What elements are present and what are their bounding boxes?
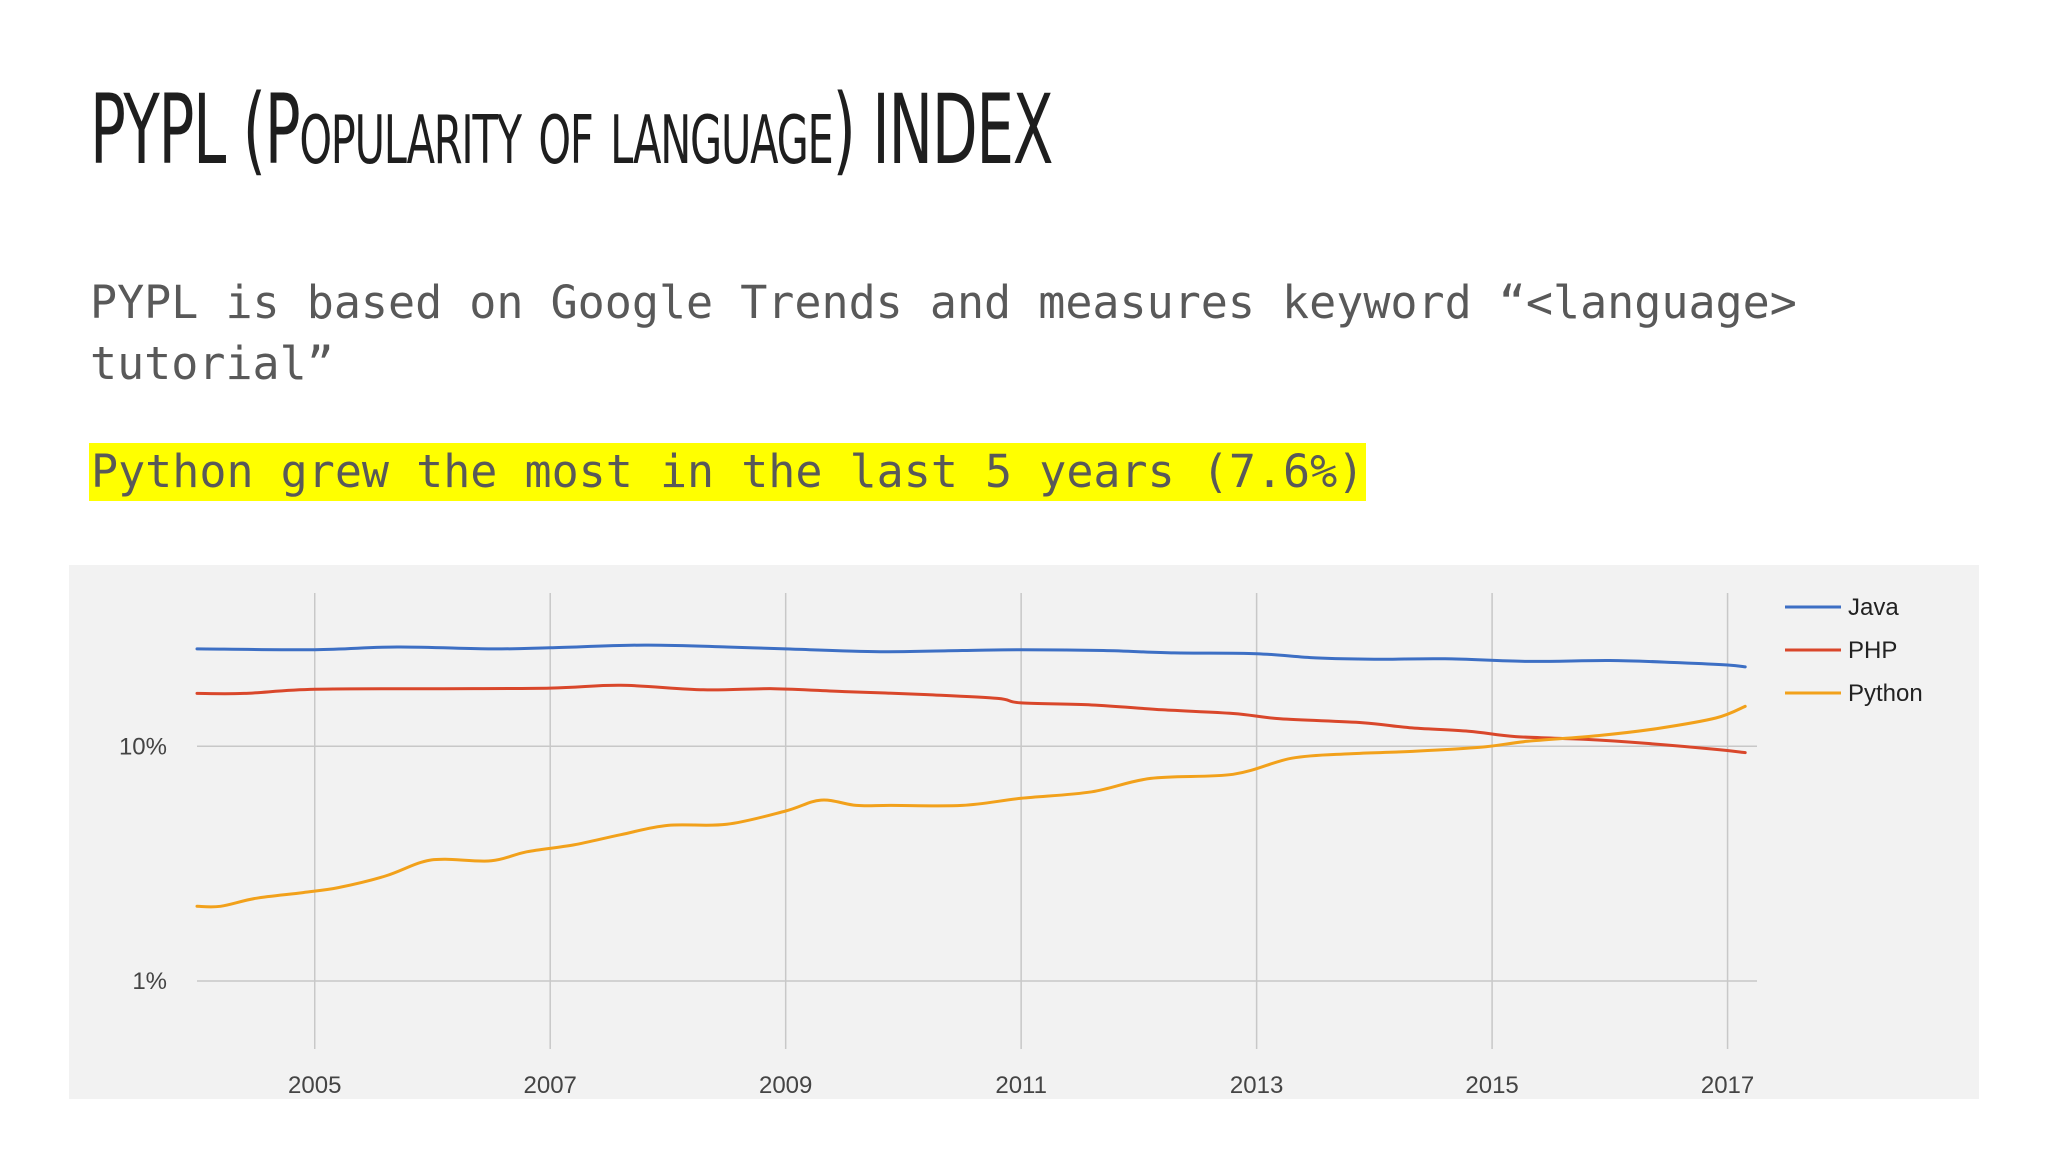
x-tick-label: 2007 — [524, 1072, 577, 1099]
legend-label-php: PHP — [1848, 637, 1897, 664]
series-line-php — [195, 683, 1747, 755]
highlight-text: Python grew the most in the last 5 years… — [89, 443, 1367, 501]
chart-panel: 2005 2007 2009 2011 2013 2015 2017 10% 1% Java PH… — [69, 565, 1979, 1099]
series-line-java — [195, 643, 1747, 669]
y-tick-label: 10% — [119, 733, 167, 760]
x-tick-label: 2015 — [1465, 1072, 1518, 1099]
x-tick-label: 2011 — [995, 1072, 1047, 1099]
legend-label-java: Java — [1848, 594, 1899, 621]
y-tick-label: 1% — [132, 968, 167, 995]
chart-legend: Java PHP Python — [1785, 594, 1923, 707]
x-tick-label: 2017 — [1701, 1072, 1754, 1099]
line-chart: 2005 2007 2009 2011 2013 2015 2017 10% 1% Java PH… — [119, 593, 1923, 1099]
x-tick-label: 2005 — [288, 1072, 341, 1099]
x-tick-label: 2009 — [759, 1072, 812, 1099]
series-line-python — [195, 704, 1747, 909]
axis-labels: 2005 2007 2009 2011 2013 2015 2017 10% 1% — [119, 733, 1754, 1099]
slide-title: PYPL (Popularity of language) INDEX — [90, 74, 1054, 186]
legend-label-python: Python — [1848, 680, 1923, 707]
x-tick-label: 2013 — [1230, 1072, 1283, 1099]
series-lines — [195, 643, 1747, 909]
slide-subtitle: PYPL is based on Google Trends and measu… — [90, 276, 1797, 390]
highlight-callout: Python grew the most in the last 5 years… — [89, 443, 1367, 501]
